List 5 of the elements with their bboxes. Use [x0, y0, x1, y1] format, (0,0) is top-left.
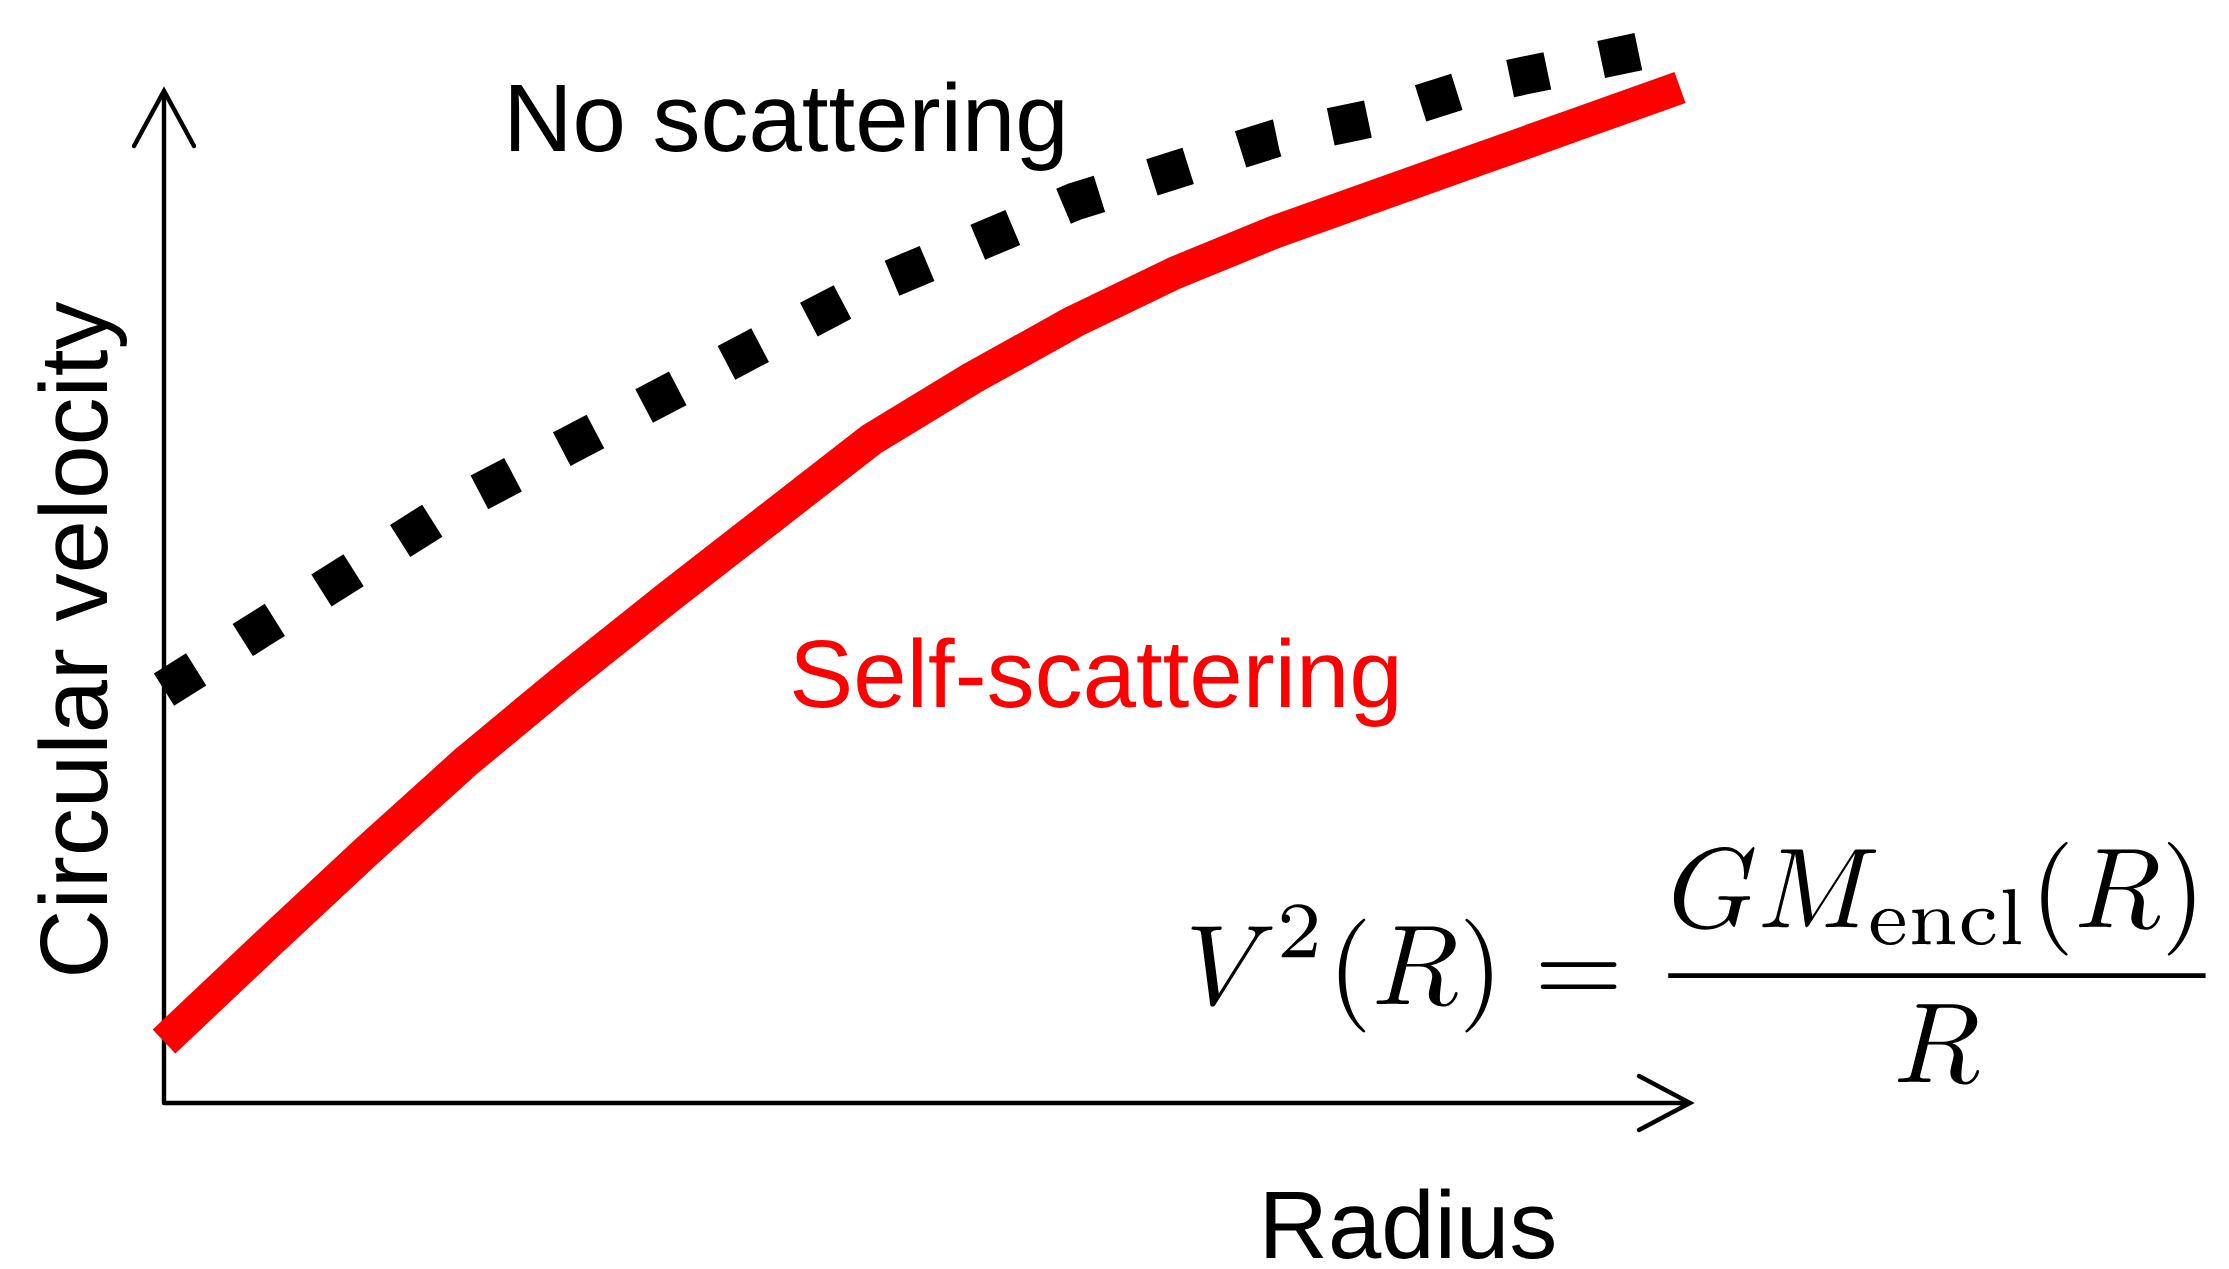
annotation: $V^2(R) = \frac{GM_{\mathrm{encl}}(R)}{R}$: [1191, 842, 2206, 1085]
x-axis-title: Radius: [1266, 1188, 1554, 1259]
series-label: Self-scattering: [793, 637, 1397, 727]
y-axis-title: Circular velocity: [37, 301, 127, 974]
series-label: No scattering: [511, 81, 1063, 171]
